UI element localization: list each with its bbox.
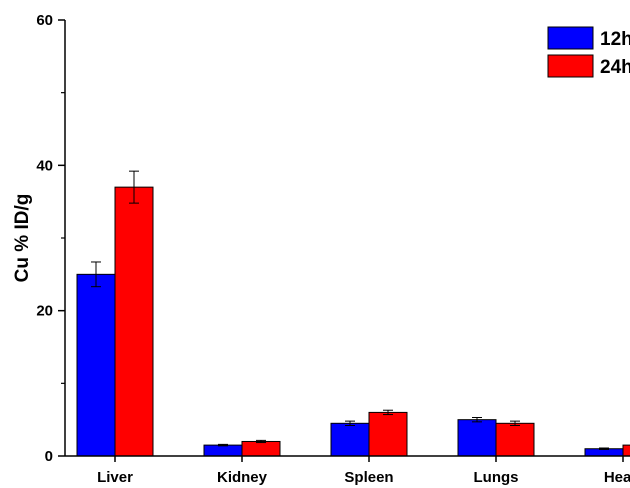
bar-kidney-12h	[203, 444, 243, 457]
y-tick-label-60: 60	[36, 12, 53, 29]
y-axis-title: Cu % ID/g	[12, 194, 33, 283]
x-tick-label-spleen: Spleen	[344, 469, 393, 486]
error-bars-layer	[91, 170, 609, 450]
bar-kidney-24h	[241, 440, 281, 457]
y-tick-label-0: 0	[45, 448, 53, 465]
bar-liver-24h	[114, 186, 154, 457]
x-tick-label-liver: Liver	[97, 469, 133, 486]
y-tick-label-20: 20	[36, 303, 53, 320]
legend-swatch-24h	[547, 54, 594, 78]
x-tick-label-kidney: Kidney	[217, 469, 268, 486]
legend-swatch-12h	[547, 26, 594, 50]
bar-lungs-24h	[495, 422, 535, 457]
bars-layer	[76, 186, 630, 457]
legend-label-24h: 24h	[600, 57, 630, 78]
y-tick-label-40: 40	[36, 157, 53, 174]
x-tick-label-heart: Heart	[604, 469, 630, 486]
bar-spleen-12h	[330, 422, 370, 457]
bar-heart-24h	[622, 444, 630, 457]
bar-spleen-24h	[368, 411, 408, 457]
bar-lungs-12h	[457, 419, 497, 457]
x-tick-label-lungs: Lungs	[474, 469, 519, 486]
bar-liver-12h	[76, 273, 116, 457]
labels-layer: LiverKidneySpleenLungsHeartTumor0204060C…	[12, 12, 630, 486]
legend-label-12h: 12h	[600, 29, 630, 50]
axes-layer	[58, 19, 630, 462]
